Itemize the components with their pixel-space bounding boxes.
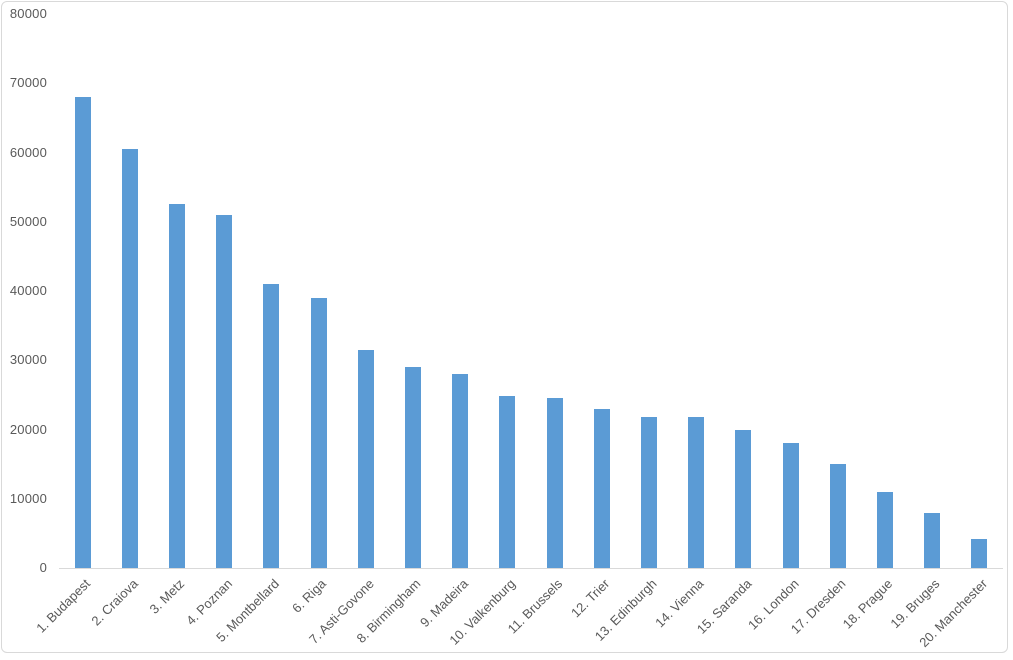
bar-16 — [782, 443, 799, 568]
bar-5 — [263, 284, 280, 568]
y-tick-label: 40000 — [9, 283, 47, 298]
bar-19 — [924, 512, 941, 568]
bar-20 — [971, 538, 988, 568]
bar-8 — [405, 367, 421, 568]
bar-15 — [735, 429, 752, 568]
x-category-label: 3. Metz — [146, 576, 188, 617]
y-tick-label: 0 — [39, 560, 47, 575]
y-tick-label: 20000 — [9, 421, 47, 437]
x-category-label: 12. Trier — [568, 576, 613, 621]
y-tick-label: 80000 — [9, 6, 47, 21]
y-tick-label: 50000 — [9, 213, 47, 229]
plot-area — [59, 14, 1003, 568]
bar-18 — [877, 491, 893, 568]
x-axis-line — [59, 568, 1003, 569]
y-tick-label: 60000 — [9, 144, 47, 160]
bar-3 — [169, 204, 185, 568]
x-category-label: 2. Craiova — [87, 576, 141, 629]
bar-7 — [357, 349, 374, 568]
bar-17 — [829, 464, 846, 568]
bar-13 — [641, 417, 657, 568]
bar-11 — [546, 398, 563, 568]
bar-2 — [121, 149, 138, 568]
bar-9 — [452, 374, 469, 568]
bar-4 — [216, 214, 233, 568]
bar-12 — [593, 408, 610, 568]
y-tick-label: 10000 — [9, 490, 47, 506]
x-category-label: 6. Riga — [289, 576, 330, 616]
y-axis: 0 10000 20000 30000 40000 50000 60000 70000 8000… — [0, 0, 47, 660]
bar-6 — [310, 297, 327, 568]
bar-14 — [688, 417, 705, 568]
y-tick-label: 70000 — [9, 75, 47, 91]
y-tick-label: 30000 — [9, 352, 47, 368]
bar-1 — [74, 97, 91, 568]
bar-10 — [499, 396, 516, 568]
x-category-label: 18. Prague — [840, 576, 896, 632]
x-axis-labels: 1. Budapest 2. Craiova 3. Metz 4. Poznan 5. … — [34, 568, 1003, 660]
